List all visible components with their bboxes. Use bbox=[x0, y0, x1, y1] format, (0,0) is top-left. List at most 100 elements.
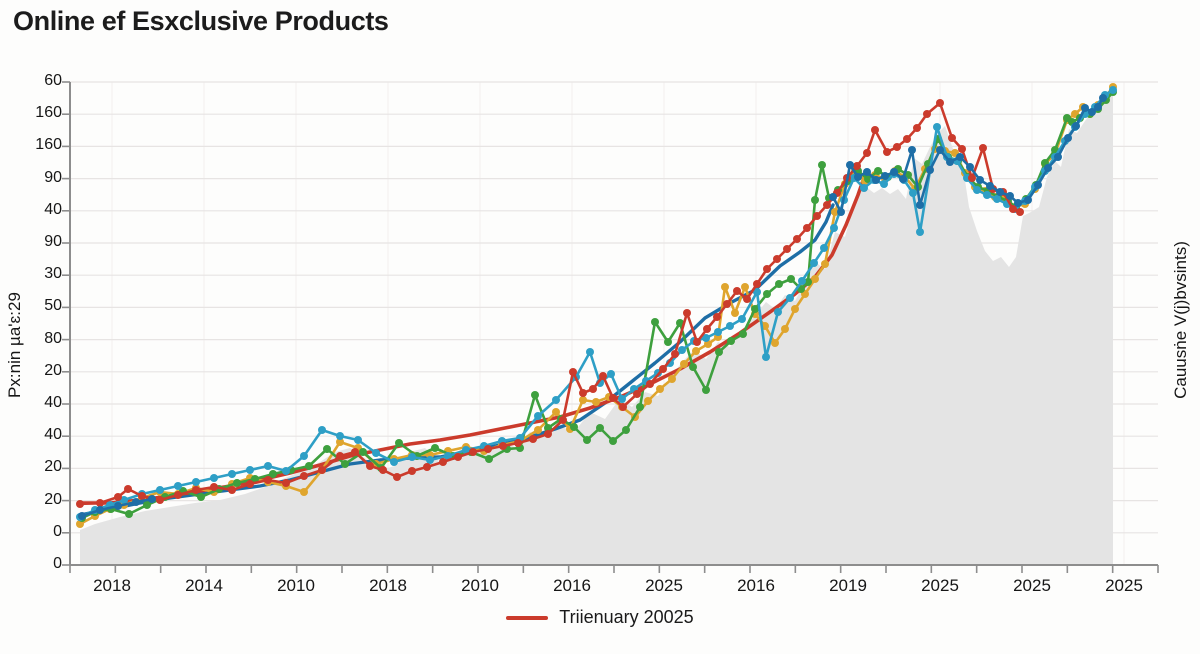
series-teal-series-marker bbox=[726, 322, 734, 330]
series-teal-series-marker bbox=[820, 244, 828, 252]
series-teal-series-marker bbox=[552, 396, 560, 404]
x-tick-label: 2010 bbox=[277, 576, 315, 595]
series-yellow-series-marker bbox=[644, 397, 652, 405]
series-teal-series-marker bbox=[880, 180, 888, 188]
series-red-jagged-series-marker bbox=[609, 394, 617, 402]
series-red-jagged-series-marker bbox=[813, 212, 821, 220]
series-green-series-marker bbox=[323, 445, 331, 453]
series-blue-jagged-right-marker bbox=[1088, 108, 1096, 116]
x-tick-label: 2019 bbox=[829, 576, 867, 595]
series-teal-series-marker bbox=[798, 277, 806, 285]
x-tick-label: 2014 bbox=[185, 576, 223, 595]
series-blue-jagged-right-marker bbox=[863, 168, 871, 176]
series-blue-jagged-right-marker bbox=[837, 208, 845, 216]
series-yellow-series-marker bbox=[831, 208, 839, 216]
series-teal-series-marker bbox=[462, 446, 470, 454]
series-green-series-marker bbox=[531, 391, 539, 399]
series-red-jagged-series-marker bbox=[599, 372, 607, 380]
series-teal-series-marker bbox=[586, 348, 594, 356]
series-red-jagged-series-marker bbox=[529, 435, 537, 443]
series-teal-series-marker bbox=[264, 462, 272, 470]
series-teal-series-marker bbox=[192, 478, 200, 486]
series-red-jagged-series-marker bbox=[703, 325, 711, 333]
series-yellow-series-marker bbox=[552, 408, 560, 416]
series-green-series-marker bbox=[431, 444, 439, 452]
x-tick-label: 2016 bbox=[737, 576, 775, 595]
series-blue-jagged-right-marker bbox=[872, 176, 880, 184]
series-red-jagged-series-marker bbox=[351, 448, 359, 456]
series-red-jagged-series-marker bbox=[559, 416, 567, 424]
legend: Triienuary 20025 bbox=[0, 607, 1200, 628]
series-red-jagged-series-marker bbox=[763, 265, 771, 273]
series-teal-series-marker bbox=[909, 189, 917, 197]
series-teal-series-marker bbox=[444, 452, 452, 460]
series-blue-start-marker bbox=[114, 502, 122, 510]
series-yellow-series-marker bbox=[336, 438, 344, 446]
series-yellow-series-marker bbox=[680, 360, 688, 368]
series-green-series-marker bbox=[622, 426, 630, 434]
series-red-jagged-series-marker bbox=[853, 162, 861, 170]
series-red-jagged-series-marker bbox=[713, 313, 721, 321]
series-teal-series-marker bbox=[318, 426, 326, 434]
series-blue-jagged-right-marker bbox=[881, 172, 889, 180]
series-red-jagged-series-marker bbox=[773, 255, 781, 263]
y-tick-label: 80 bbox=[44, 329, 62, 347]
series-teal-series-marker bbox=[830, 224, 838, 232]
series-yellow-series-marker bbox=[592, 398, 600, 406]
series-teal-series-marker bbox=[228, 470, 236, 478]
series-green-series-marker bbox=[143, 501, 151, 509]
series-red-jagged-series-marker bbox=[633, 390, 641, 398]
series-blue-jagged-right-marker bbox=[1054, 153, 1062, 161]
series-green-series-marker bbox=[341, 460, 349, 468]
series-green-series-marker bbox=[485, 455, 493, 463]
series-green-series-marker bbox=[676, 319, 684, 327]
series-teal-series-marker bbox=[786, 294, 794, 302]
series-teal-series-marker bbox=[738, 315, 746, 323]
series-red-jagged-series-marker bbox=[114, 493, 122, 501]
series-red-jagged-series-marker bbox=[893, 143, 901, 151]
series-red-jagged-series-marker bbox=[423, 463, 431, 471]
series-blue-jagged-right-marker bbox=[1072, 122, 1080, 130]
y-tick-label: 90 bbox=[44, 168, 62, 186]
series-yellow-series-marker bbox=[721, 283, 729, 291]
x-tick-label: 2025 bbox=[645, 576, 683, 595]
series-teal-series-marker bbox=[810, 259, 818, 267]
series-green-series-marker bbox=[787, 275, 795, 283]
series-teal-series-marker bbox=[973, 186, 981, 194]
series-blue-jagged-right-marker bbox=[946, 158, 954, 166]
series-red-jagged-series-marker bbox=[979, 144, 987, 152]
series-red-jagged-series-marker bbox=[454, 453, 462, 461]
series-green-series-marker bbox=[739, 330, 747, 338]
y-tick-label: 40 bbox=[44, 394, 62, 411]
series-red-jagged-series-marker bbox=[693, 338, 701, 346]
y-axis-label-right: Cauusṅe V(j)bvsints) bbox=[1171, 241, 1190, 399]
series-green-series-marker bbox=[359, 448, 367, 456]
series-red-jagged-series-marker bbox=[803, 224, 811, 232]
series-red-jagged-series-marker bbox=[264, 476, 272, 484]
series-teal-series-marker bbox=[282, 467, 290, 475]
series-teal-series-marker bbox=[174, 482, 182, 490]
series-blue-jagged-right-marker bbox=[996, 188, 1004, 196]
y-tick-label: 60 bbox=[44, 72, 62, 89]
series-red-jagged-series-marker bbox=[366, 462, 374, 470]
series-red-jagged-series-marker bbox=[210, 483, 218, 491]
series-teal-series-marker bbox=[753, 288, 761, 296]
series-green-series-marker bbox=[864, 175, 872, 183]
series-teal-series-marker bbox=[678, 346, 686, 354]
y-tick-label: 0 bbox=[53, 522, 62, 540]
series-red-jagged-series-marker bbox=[469, 448, 477, 456]
series-yellow-series-marker bbox=[692, 347, 700, 355]
series-green-series-marker bbox=[197, 493, 205, 501]
y-tick-label: 40 bbox=[44, 426, 62, 444]
series-red-jagged-series-marker bbox=[379, 466, 387, 474]
x-tick-label: 2018 bbox=[93, 576, 131, 595]
series-red-jagged-series-marker bbox=[228, 486, 236, 494]
series-teal-series-marker bbox=[534, 412, 542, 420]
series-green-series-marker bbox=[763, 290, 771, 298]
series-yellow-series-marker bbox=[534, 426, 542, 434]
series-red-jagged-series-marker bbox=[589, 385, 597, 393]
series-yellow-series-marker bbox=[300, 488, 308, 496]
series-green-series-marker bbox=[811, 196, 819, 204]
series-blue-jagged-right-marker bbox=[916, 201, 924, 209]
series-green-series-marker bbox=[664, 338, 672, 346]
